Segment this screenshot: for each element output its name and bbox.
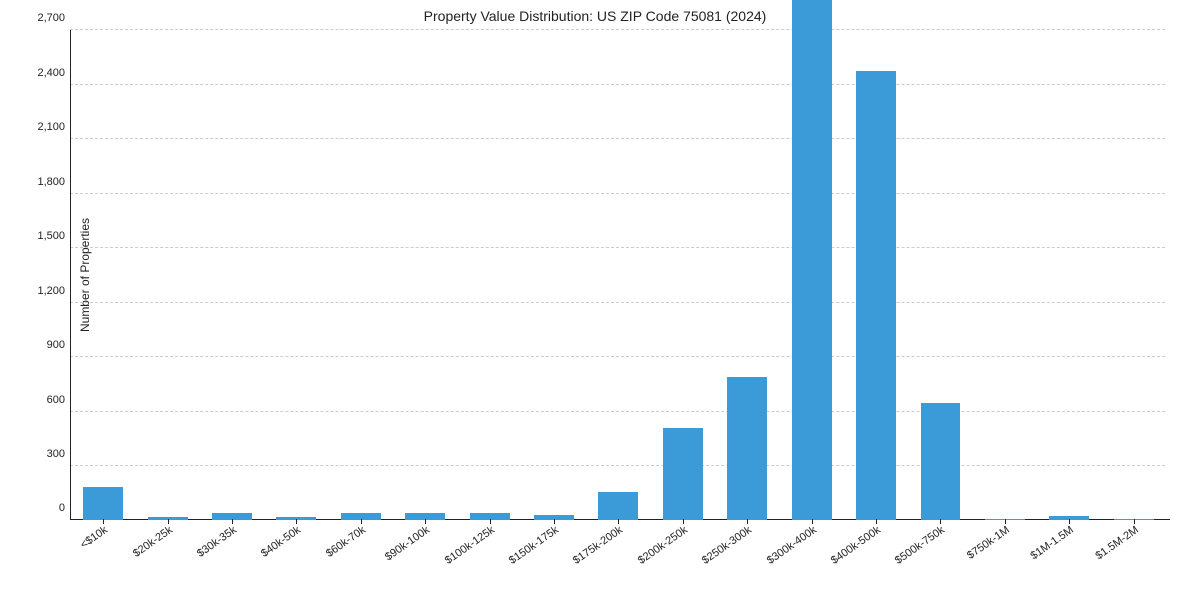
bar-slot-2 — [200, 30, 264, 520]
bar-slot-14 — [973, 30, 1037, 520]
bar-slot-7 — [522, 30, 586, 520]
x-label-slot-7: $150k-175k — [522, 520, 586, 580]
x-tick-label-60-70k: $60k-70k — [324, 524, 368, 560]
bar-200-250k[interactable] — [663, 428, 703, 520]
bar-250-300k[interactable] — [727, 377, 767, 520]
bars-group — [71, 30, 1166, 520]
x-label-slot-5: $90k-100k — [393, 520, 457, 580]
y-tick-label-2400: 2,400 — [15, 67, 65, 79]
x-label-slot-1: $20k-25k — [135, 520, 199, 580]
x-label-slot-8: $175k-200k — [586, 520, 650, 580]
y-tick-label-2100: 2,100 — [15, 121, 65, 133]
y-tick-label-2700: 2,700 — [15, 12, 65, 24]
x-label-slot-16: $1.5M-2M — [1102, 520, 1166, 580]
x-label-slot-4: $60k-70k — [329, 520, 393, 580]
x-label-slot-6: $100k-125k — [457, 520, 521, 580]
y-tick-label-900: 900 — [15, 339, 65, 351]
bar-slot-3 — [264, 30, 328, 520]
x-label-slot-11: $300k-400k — [779, 520, 843, 580]
x-label-slot-14: $750k-1M — [973, 520, 1037, 580]
x-label-slot-0: <$10k — [71, 520, 135, 580]
y-tick-label-1500: 1,500 — [15, 230, 65, 242]
x-label-slot-15: $1M-1.5M — [1037, 520, 1101, 580]
chart-title: Property Value Distribution: US ZIP Code… — [0, 8, 1190, 24]
bar-slot-1 — [135, 30, 199, 520]
y-tick-label-0: 0 — [15, 502, 65, 514]
bar-slot-8 — [586, 30, 650, 520]
plot-area: Number of Properties 2,700 2,400 2,100 1… — [70, 30, 1180, 520]
y-tick-label-300: 300 — [15, 448, 65, 460]
x-label-slot-12: $400k-500k — [844, 520, 908, 580]
bar-slot-6 — [457, 30, 521, 520]
bar-slot-10 — [715, 30, 779, 520]
x-label-slot-2: $30k-35k — [200, 520, 264, 580]
bar-slot-16 — [1102, 30, 1166, 520]
x-tick-label-20-25k: $20k-25k — [131, 524, 175, 560]
y-tick-label-1800: 1,800 — [15, 176, 65, 188]
x-label-slot-10: $250k-300k — [715, 520, 779, 580]
x-tick-label-30-35k: $30k-35k — [195, 524, 239, 560]
bar-400-500k[interactable] — [856, 71, 896, 520]
bar-slot-5 — [393, 30, 457, 520]
x-tick-label-40-50k: $40k-50k — [259, 524, 303, 560]
chart-container: Property Value Distribution: US ZIP Code… — [0, 0, 1190, 590]
bar-175-200k[interactable] — [598, 492, 638, 521]
x-label-slot-9: $200k-250k — [651, 520, 715, 580]
bar-slot-11 — [779, 30, 843, 520]
y-tick-label-1200: 1,200 — [15, 285, 65, 297]
x-tick-label-lt10k: <$10k — [78, 524, 110, 551]
x-label-slot-13: $500k-750k — [908, 520, 972, 580]
bar-slot-13 — [908, 30, 972, 520]
x-axis-labels-group: <$10k $20k-25k $30k-35k $40k-50k $60k-70… — [71, 520, 1166, 580]
bar-slot-4 — [329, 30, 393, 520]
y-tick-label-600: 600 — [15, 394, 65, 406]
bar-300-400k[interactable] — [792, 0, 832, 520]
bar-500-750k[interactable] — [921, 403, 961, 520]
x-label-slot-3: $40k-50k — [264, 520, 328, 580]
bar-slot-9 — [651, 30, 715, 520]
bar-slot-0 — [71, 30, 135, 520]
bar-lt10k[interactable] — [83, 487, 123, 520]
x-tick-label-750k-1m: $750k-1M — [965, 524, 1012, 562]
bar-slot-15 — [1037, 30, 1101, 520]
bar-slot-12 — [844, 30, 908, 520]
